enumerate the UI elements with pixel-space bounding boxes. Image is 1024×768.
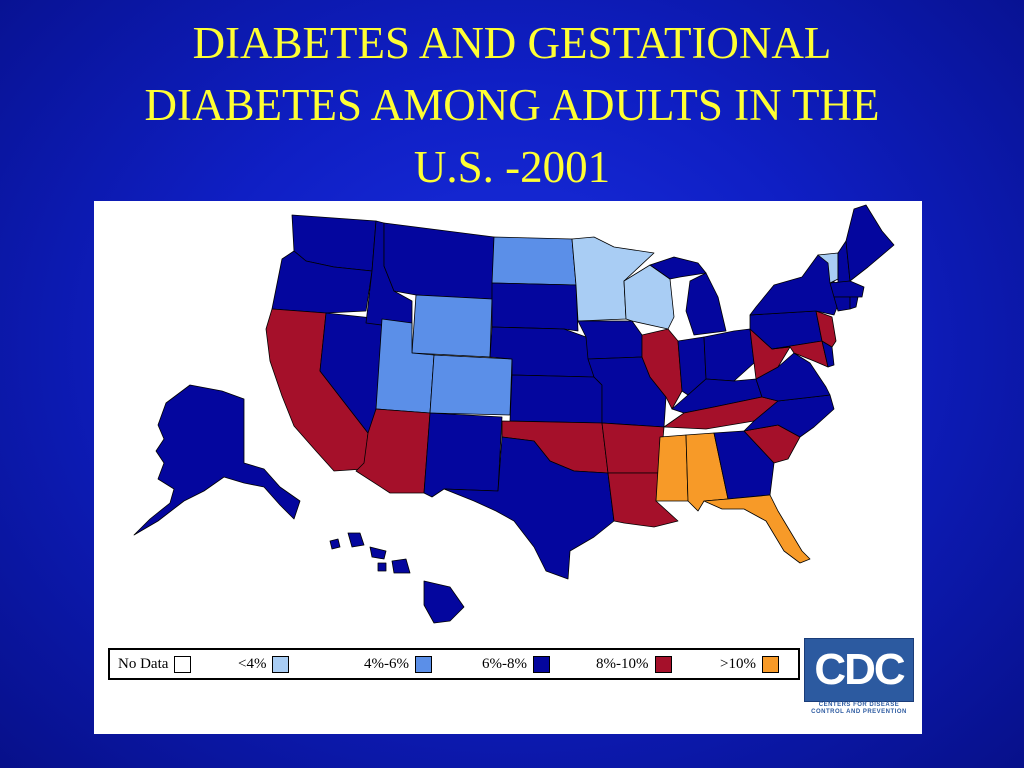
state-ohio bbox=[703, 328, 755, 382]
state-new-mexico bbox=[423, 412, 503, 498]
legend-swatch bbox=[654, 655, 672, 673]
map-panel: No Data <4% 4%-6% 6%-8% 8%-10% >10% CDC … bbox=[94, 201, 922, 734]
state-new-york bbox=[749, 254, 839, 316]
state-georgia bbox=[713, 430, 775, 500]
legend-label: <4% bbox=[238, 655, 267, 672]
legend-item-8-10: 8%-10% bbox=[596, 654, 672, 674]
state-montana bbox=[383, 222, 495, 300]
title-line-1: DIABETES AND GESTATIONAL bbox=[192, 18, 832, 68]
legend-item-4-6: 4%-6% bbox=[364, 654, 432, 674]
legend-label: >10% bbox=[720, 655, 756, 672]
cdc-subtitle-line-1: CENTERS FOR DISEASE bbox=[818, 702, 900, 708]
state-south-dakota bbox=[491, 282, 579, 332]
title-line-2: DIABETES AMONG ADULTS IN THE bbox=[144, 80, 880, 130]
legend-item-gt10: >10% bbox=[720, 654, 779, 674]
state-arkansas bbox=[601, 422, 665, 474]
slide-title: DIABETES AND GESTATIONAL DIABETES AMONG … bbox=[40, 12, 984, 198]
legend-swatch bbox=[272, 655, 290, 673]
cdc-logo-mark: CDC bbox=[804, 638, 914, 702]
legend-swatch bbox=[174, 655, 192, 673]
state-iowa bbox=[577, 320, 643, 360]
state-new-jersey bbox=[815, 310, 837, 348]
state-hawaii-big-island bbox=[423, 580, 465, 624]
state-alaska bbox=[133, 384, 301, 536]
legend-label: No Data bbox=[118, 655, 169, 672]
legend-label: 4%-6% bbox=[364, 655, 409, 672]
state-colorado bbox=[429, 354, 513, 416]
state-rhode-island bbox=[849, 296, 859, 310]
state-wyoming bbox=[411, 294, 493, 358]
state-hawaii-oahu bbox=[347, 532, 365, 548]
cdc-logo-subtitle: CENTERS FOR DISEASE CONTROL AND PREVENTI… bbox=[804, 702, 914, 716]
map-legend: No Data <4% 4%-6% 6%-8% 8%-10% >10% bbox=[108, 648, 800, 680]
legend-item-no-data: No Data bbox=[118, 654, 192, 674]
legend-swatch bbox=[533, 655, 550, 673]
legend-label: 8%-10% bbox=[596, 655, 649, 672]
state-kansas bbox=[509, 374, 603, 424]
state-massachusetts bbox=[829, 280, 865, 298]
state-maine bbox=[845, 204, 895, 282]
legend-swatch bbox=[415, 655, 432, 673]
state-vermont bbox=[817, 252, 839, 284]
legend-swatch bbox=[761, 655, 779, 673]
state-texas bbox=[443, 436, 615, 580]
cdc-subtitle-line-2: CONTROL AND PREVENTION bbox=[811, 709, 907, 715]
state-hawaii-molokai bbox=[369, 546, 387, 560]
state-hawaii-kauai bbox=[329, 538, 341, 550]
cdc-logo: CDC CENTERS FOR DISEASE CONTROL AND PREV… bbox=[804, 638, 914, 718]
state-florida bbox=[703, 494, 811, 564]
state-hawaii-maui bbox=[391, 558, 411, 574]
legend-item-lt4: <4% bbox=[238, 654, 290, 674]
state-north-dakota bbox=[491, 236, 577, 286]
state-hawaii-lanai bbox=[377, 562, 387, 572]
us-map bbox=[133, 204, 895, 624]
legend-item-6-8: 6%-8% bbox=[482, 654, 550, 674]
title-line-3: U.S. -2001 bbox=[413, 142, 611, 192]
legend-label: 6%-8% bbox=[482, 655, 527, 672]
state-michigan-lower bbox=[685, 272, 727, 336]
state-mississippi bbox=[655, 434, 689, 502]
